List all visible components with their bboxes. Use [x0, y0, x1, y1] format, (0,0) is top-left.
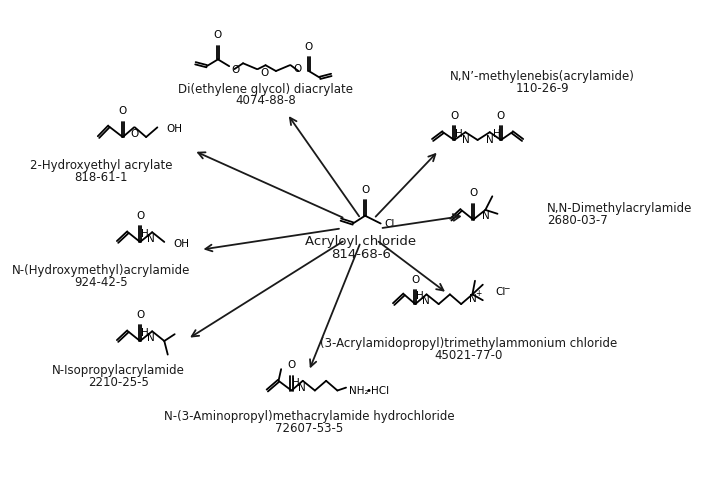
- Text: Cl: Cl: [384, 219, 394, 229]
- Text: O: O: [214, 30, 222, 40]
- Text: N: N: [469, 294, 477, 304]
- Text: O: O: [261, 68, 268, 78]
- Text: 818-61-1: 818-61-1: [74, 171, 128, 184]
- Text: 2210-25-5: 2210-25-5: [88, 376, 149, 389]
- Text: O: O: [136, 211, 145, 221]
- Text: N: N: [486, 135, 493, 145]
- Text: O: O: [131, 129, 139, 139]
- Text: H: H: [455, 129, 462, 139]
- Text: H: H: [142, 328, 149, 338]
- Text: NH₂: NH₂: [349, 386, 368, 396]
- Text: H: H: [493, 129, 501, 139]
- Text: O: O: [411, 275, 419, 285]
- Text: +: +: [476, 289, 481, 298]
- Text: N,N’-methylenebis(acrylamide): N,N’-methylenebis(acrylamide): [450, 70, 635, 83]
- Text: 45021-77-0: 45021-77-0: [435, 349, 503, 362]
- Text: 2-Hydroxyethyl acrylate: 2-Hydroxyethyl acrylate: [30, 159, 172, 172]
- Text: O: O: [136, 310, 145, 320]
- Text: N: N: [147, 333, 155, 343]
- Text: N: N: [422, 296, 429, 306]
- Text: O: O: [293, 64, 301, 74]
- Text: H: H: [416, 291, 424, 301]
- Text: O: O: [450, 110, 459, 120]
- Text: 2680-03-7: 2680-03-7: [547, 214, 607, 227]
- Text: H: H: [292, 378, 300, 388]
- Text: Di(ethylene glycol) diacrylate: Di(ethylene glycol) diacrylate: [178, 83, 353, 96]
- Text: N: N: [147, 234, 155, 244]
- Text: 814-68-6: 814-68-6: [331, 248, 391, 261]
- Text: 4074-88-8: 4074-88-8: [235, 95, 296, 108]
- Text: O: O: [497, 110, 505, 120]
- Text: OH: OH: [166, 124, 182, 134]
- Text: (3-Acrylamidopropyl)trimethylammonium chloride: (3-Acrylamidopropyl)trimethylammonium ch…: [320, 337, 617, 350]
- Text: O: O: [361, 185, 370, 195]
- Text: N: N: [482, 211, 490, 221]
- Text: O: O: [119, 106, 127, 116]
- Text: O: O: [305, 42, 313, 52]
- Text: N,N-Dimethylacrylamide: N,N-Dimethylacrylamide: [547, 203, 692, 216]
- Text: O: O: [469, 188, 477, 198]
- Text: Acryloyl chloride: Acryloyl chloride: [305, 235, 417, 248]
- Text: O: O: [232, 65, 240, 75]
- Text: Cl: Cl: [495, 288, 506, 298]
- Text: N: N: [461, 135, 469, 145]
- Text: N-Isopropylacrylamide: N-Isopropylacrylamide: [52, 364, 185, 377]
- Text: N-(Hydroxymethyl)acrylamide: N-(Hydroxymethyl)acrylamide: [12, 264, 190, 277]
- Text: H: H: [142, 229, 149, 239]
- Text: 72607-53-5: 72607-53-5: [275, 421, 343, 434]
- Text: −: −: [503, 284, 509, 293]
- Text: 924-42-5: 924-42-5: [74, 276, 128, 289]
- Text: 110-26-9: 110-26-9: [515, 82, 570, 95]
- Text: O: O: [288, 360, 295, 370]
- Text: N: N: [298, 383, 305, 393]
- Text: •HCl: •HCl: [365, 386, 389, 396]
- Text: OH: OH: [173, 239, 189, 249]
- Text: N-(3-Aminopropyl)methacrylamide hydrochloride: N-(3-Aminopropyl)methacrylamide hydrochl…: [164, 410, 454, 423]
